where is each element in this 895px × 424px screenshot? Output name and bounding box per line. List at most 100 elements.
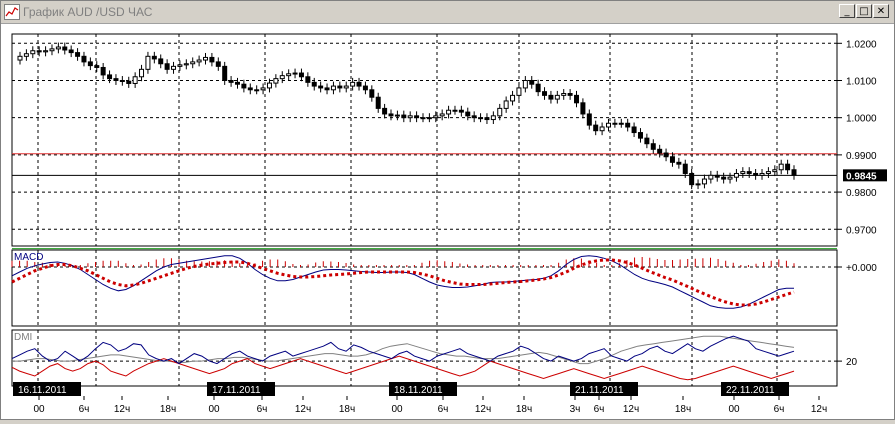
maximize-button[interactable]: □: [856, 4, 872, 18]
candle-body: [631, 126, 637, 134]
candle-body: [343, 85, 349, 89]
candle-body: [68, 49, 74, 54]
candle-body: [375, 96, 381, 109]
price-tick-label: 0.9900: [846, 151, 877, 162]
candle-body: [772, 169, 778, 173]
hour-tick-label: 18ч: [675, 404, 691, 415]
date-badge-label: 22.11.2011: [726, 385, 775, 396]
candle-body: [708, 174, 714, 180]
candle-body: [305, 76, 311, 83]
date-badge: [389, 382, 457, 396]
candle-body: [107, 74, 113, 80]
candle-body: [247, 87, 253, 91]
candle-body: [286, 73, 292, 77]
candle-body: [190, 61, 196, 65]
candle-body: [62, 46, 68, 51]
hour-tick-label: 18ч: [339, 404, 355, 415]
candle-body: [593, 124, 599, 132]
candle-body: [17, 55, 23, 61]
candle-body: [497, 107, 503, 117]
candle-body: [55, 46, 61, 50]
candle-body: [791, 169, 797, 176]
candle-body: [426, 117, 432, 120]
price-tick-label: 0.9800: [846, 188, 877, 199]
price-tick-label: 1.0200: [846, 39, 877, 50]
date-badge-label: 16.11.2011: [18, 385, 67, 396]
minimize-icon: _: [844, 6, 850, 17]
candle-body: [266, 82, 272, 89]
candle-body: [433, 115, 439, 119]
hour-tick-label: 12ч: [295, 404, 311, 415]
candle-body: [574, 94, 580, 104]
candle-body: [382, 107, 388, 115]
candle-body: [785, 163, 791, 171]
hour-tick-label: 12ч: [114, 404, 130, 415]
candle-body: [394, 114, 400, 117]
minimize-button[interactable]: _: [839, 4, 855, 18]
candle-body: [618, 122, 624, 125]
hour-tick-label: 12ч: [475, 404, 491, 415]
candle-body: [23, 53, 29, 57]
chart-area[interactable]: 0.9845 MACD DMI 16.11.2011 17.11.2011 18.11.…: [1, 24, 894, 419]
macd-zero-label: +0.000: [846, 263, 877, 274]
candle-body: [81, 55, 87, 63]
candle-body: [132, 76, 138, 84]
candle-body: [260, 87, 266, 91]
candle-body: [401, 114, 407, 119]
date-badge-label: 18.11.2011: [394, 385, 443, 396]
candle-body: [478, 117, 484, 120]
hour-tick-label: 18ч: [160, 404, 176, 415]
chart-icon: [4, 4, 20, 20]
candle-body: [234, 81, 240, 85]
candle-body: [753, 172, 759, 176]
candle-body: [714, 174, 720, 178]
candle-body: [669, 156, 675, 163]
candle-body: [554, 94, 560, 100]
candle-body: [30, 50, 36, 55]
hour-tick-label: 6ч: [79, 404, 90, 415]
candle-body: [465, 111, 471, 117]
candle-body: [650, 143, 656, 150]
chart-svg[interactable]: 0.9845 MACD DMI 16.11.2011 17.11.2011 18.11.…: [1, 24, 894, 419]
candle-body: [503, 100, 509, 109]
date-badge: [570, 382, 638, 396]
hour-tick-label: 12ч: [623, 404, 639, 415]
hour-tick-label: 18ч: [516, 404, 532, 415]
title-bar[interactable]: График AUD /USD ЧАС _ □ ✕: [1, 1, 894, 24]
candle-body: [516, 87, 522, 96]
candle-body: [701, 178, 707, 185]
candle-body: [241, 83, 247, 89]
candle-body: [586, 113, 592, 126]
dmi-panel-label: DMI: [14, 332, 32, 343]
candle-body: [439, 113, 445, 117]
dmi-minus-line: [11, 355, 795, 381]
date-badge: [13, 382, 81, 396]
dmi-panel-frame: [11, 329, 838, 387]
hour-tick-label: 00: [208, 404, 220, 415]
candle-body: [215, 61, 221, 67]
candle-body: [171, 65, 177, 70]
candle-body: [580, 102, 586, 115]
candle-body: [177, 64, 183, 67]
candle-body: [471, 115, 477, 119]
candle-body: [311, 81, 317, 87]
candle-body: [522, 79, 528, 89]
candle-body: [164, 63, 170, 70]
candle-body: [778, 163, 784, 171]
close-button[interactable]: ✕: [873, 4, 889, 18]
candle-body: [158, 58, 164, 65]
candle-body: [625, 122, 631, 128]
candle-body: [759, 172, 765, 176]
candle-body: [350, 81, 356, 87]
candle-body: [228, 79, 234, 83]
candle-body: [420, 117, 426, 120]
macd-signal-line: [11, 258, 795, 307]
date-badge: [721, 382, 789, 396]
candle-body: [100, 66, 106, 76]
candle-body: [151, 55, 157, 60]
hour-tick-label: 00: [728, 404, 740, 415]
candle-body: [452, 109, 458, 112]
hour-tick-label: 00: [33, 404, 45, 415]
date-badge-label: 17.11.2011: [212, 385, 261, 396]
candle-body: [535, 83, 541, 93]
